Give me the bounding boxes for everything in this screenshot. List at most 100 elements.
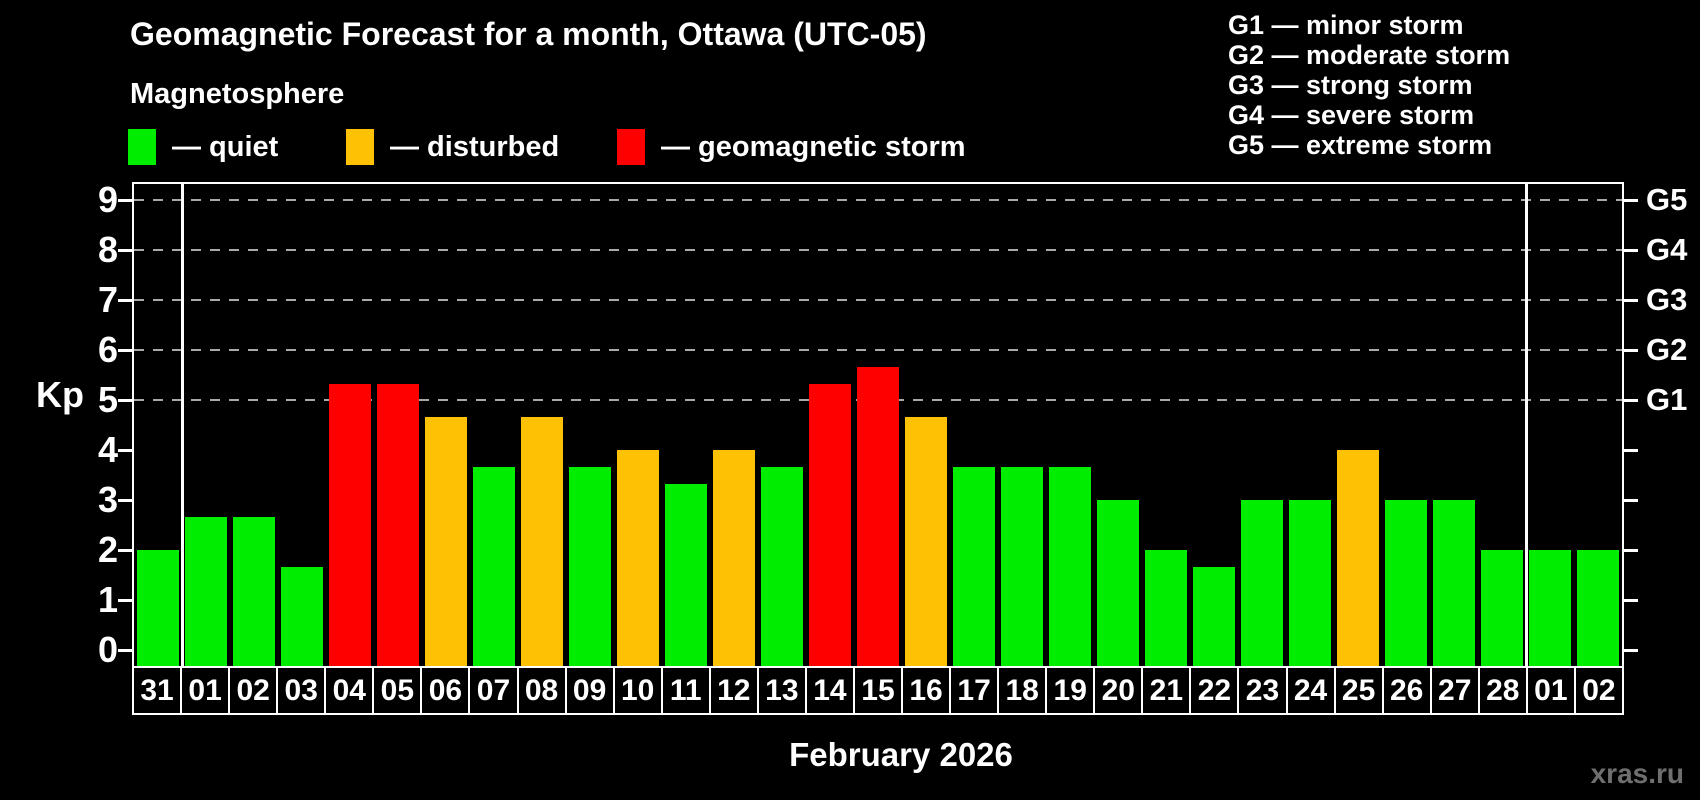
date-label: 11 <box>669 673 702 707</box>
plot-area <box>132 182 1624 668</box>
date-cell: 12 <box>711 668 759 713</box>
date-cell: 27 <box>1432 668 1480 713</box>
date-cell: 02 <box>1576 668 1622 713</box>
date-cell: 19 <box>1047 668 1096 713</box>
date-cell: 04 <box>326 668 375 713</box>
y-axis-tick-label: 6 <box>97 329 118 370</box>
quiet-color-swatch <box>128 129 156 165</box>
date-cell: 23 <box>1239 668 1288 713</box>
y-axis-tick-left <box>118 248 132 252</box>
y-axis-tick-right <box>1624 648 1638 652</box>
date-cell: 01 <box>1528 668 1576 713</box>
y-axis-tick-label: 2 <box>97 529 118 570</box>
x-axis-date-row: 31 01 02 03 04 05 06 07 08 09 10 11 12 13 14 15 16 17 18 19… <box>132 668 1624 715</box>
y-axis-tick-right <box>1624 198 1638 202</box>
date-cell: 16 <box>903 668 952 713</box>
date-label: 10 <box>620 673 655 707</box>
y-axis-tick-right <box>1624 548 1638 552</box>
date-cell: 06 <box>422 668 471 713</box>
date-cell: 24 <box>1288 668 1336 713</box>
date-label: 19 <box>1053 673 1087 707</box>
y-axis-tick-left <box>118 198 132 202</box>
kp-bar-day-01 <box>1529 550 1571 666</box>
date-cell: 28 <box>1480 668 1528 713</box>
date-label: 05 <box>380 673 415 707</box>
y-axis-tick-right <box>1624 348 1638 352</box>
watermark: xras.ru <box>1590 758 1684 789</box>
date-cell: 13 <box>759 668 807 713</box>
date-label: 06 <box>428 673 463 707</box>
kp-bar-day-06 <box>425 416 467 666</box>
kp-bar-day-13 <box>761 466 803 666</box>
chart-title: Geomagnetic Forecast for a month, Ottawa… <box>130 16 927 52</box>
date-label: 01 <box>1534 673 1568 707</box>
date-label: 17 <box>957 673 991 707</box>
date-cell: 03 <box>278 668 327 713</box>
g-scale-legend-line-g1: G1 — minor storm <box>1228 10 1464 40</box>
y-axis-tick-left <box>118 548 132 552</box>
legend-disturbed-label: — disturbed <box>390 130 560 163</box>
kp-bar-day-10 <box>617 450 659 666</box>
kp-bar-day-17 <box>953 466 995 666</box>
date-cell: 17 <box>951 668 1000 713</box>
kp-bar-day-02 <box>233 516 275 666</box>
y-axis-tick-label: 8 <box>97 229 118 270</box>
date-label: 31 <box>140 673 174 707</box>
legend-storm-label: — geomagnetic storm <box>661 130 966 163</box>
kp-bar-day-08 <box>521 416 563 666</box>
y-axis-tick-label: 9 <box>97 179 118 220</box>
date-cell: 20 <box>1095 668 1144 713</box>
date-cell: 31 <box>134 668 183 713</box>
storm-color-swatch <box>617 129 645 165</box>
date-label: 04 <box>332 673 366 707</box>
kp-bar-day-21 <box>1145 550 1187 666</box>
x-axis-title: February 2026 <box>789 736 1013 773</box>
g-axis-label-g1: G1 <box>1646 382 1688 417</box>
gridline-kp9 <box>134 199 1622 201</box>
y-axis-tick-label: 1 <box>97 579 118 620</box>
date-cell: 14 <box>807 668 855 713</box>
date-cell: 01 <box>182 668 231 713</box>
gridline-kp6 <box>134 349 1622 351</box>
y-axis-tick-right <box>1624 498 1638 502</box>
y-axis-title: Kp <box>36 374 84 415</box>
g-scale-legend-line-g3: G3 — strong storm <box>1228 70 1473 100</box>
kp-bar-day-19 <box>1049 466 1091 666</box>
date-label: 25 <box>1341 673 1376 707</box>
magnetosphere-label: Magnetosphere <box>130 78 345 110</box>
date-label: 01 <box>188 673 222 707</box>
date-cell: 26 <box>1384 668 1432 713</box>
kp-bar-day-22 <box>1193 566 1235 666</box>
g-scale-legend-line-g5: G5 — extreme storm <box>1228 130 1493 160</box>
date-label: 28 <box>1486 673 1520 707</box>
kp-bar-day-12 <box>713 450 755 666</box>
y-axis-tick-label: 7 <box>97 279 118 320</box>
disturbed-color-swatch <box>346 129 374 165</box>
kp-bar-day-05 <box>377 383 419 666</box>
kp-bar-day-24 <box>1289 500 1331 666</box>
kp-bar-day-23 <box>1241 500 1283 666</box>
date-cell: 08 <box>519 668 567 713</box>
date-cell: 05 <box>374 668 423 713</box>
y-axis-tick-label: 4 <box>97 429 118 470</box>
kp-bar-day-14 <box>809 383 851 666</box>
kp-bar-day-03 <box>281 566 323 666</box>
date-label: 22 <box>1197 673 1232 707</box>
kp-bar-day-26 <box>1385 500 1427 666</box>
date-cell: 07 <box>470 668 519 713</box>
kp-bar-day-07 <box>473 466 515 666</box>
date-label: 23 <box>1245 673 1280 707</box>
date-cell: 18 <box>999 668 1048 713</box>
g-axis-label-g5: G5 <box>1646 182 1688 217</box>
gridline-kp8 <box>134 249 1622 251</box>
y-axis-tick-right <box>1624 398 1638 402</box>
g-axis-label-g3: G3 <box>1646 282 1688 317</box>
y-axis-tick-left <box>118 348 132 352</box>
kp-bar-day-25 <box>1337 450 1379 666</box>
date-label: 16 <box>909 673 943 707</box>
kp-bar-day-28 <box>1481 550 1523 666</box>
date-label: 02 <box>1582 673 1616 707</box>
date-cell: 22 <box>1191 668 1240 713</box>
y-axis-tick-left <box>118 498 132 502</box>
